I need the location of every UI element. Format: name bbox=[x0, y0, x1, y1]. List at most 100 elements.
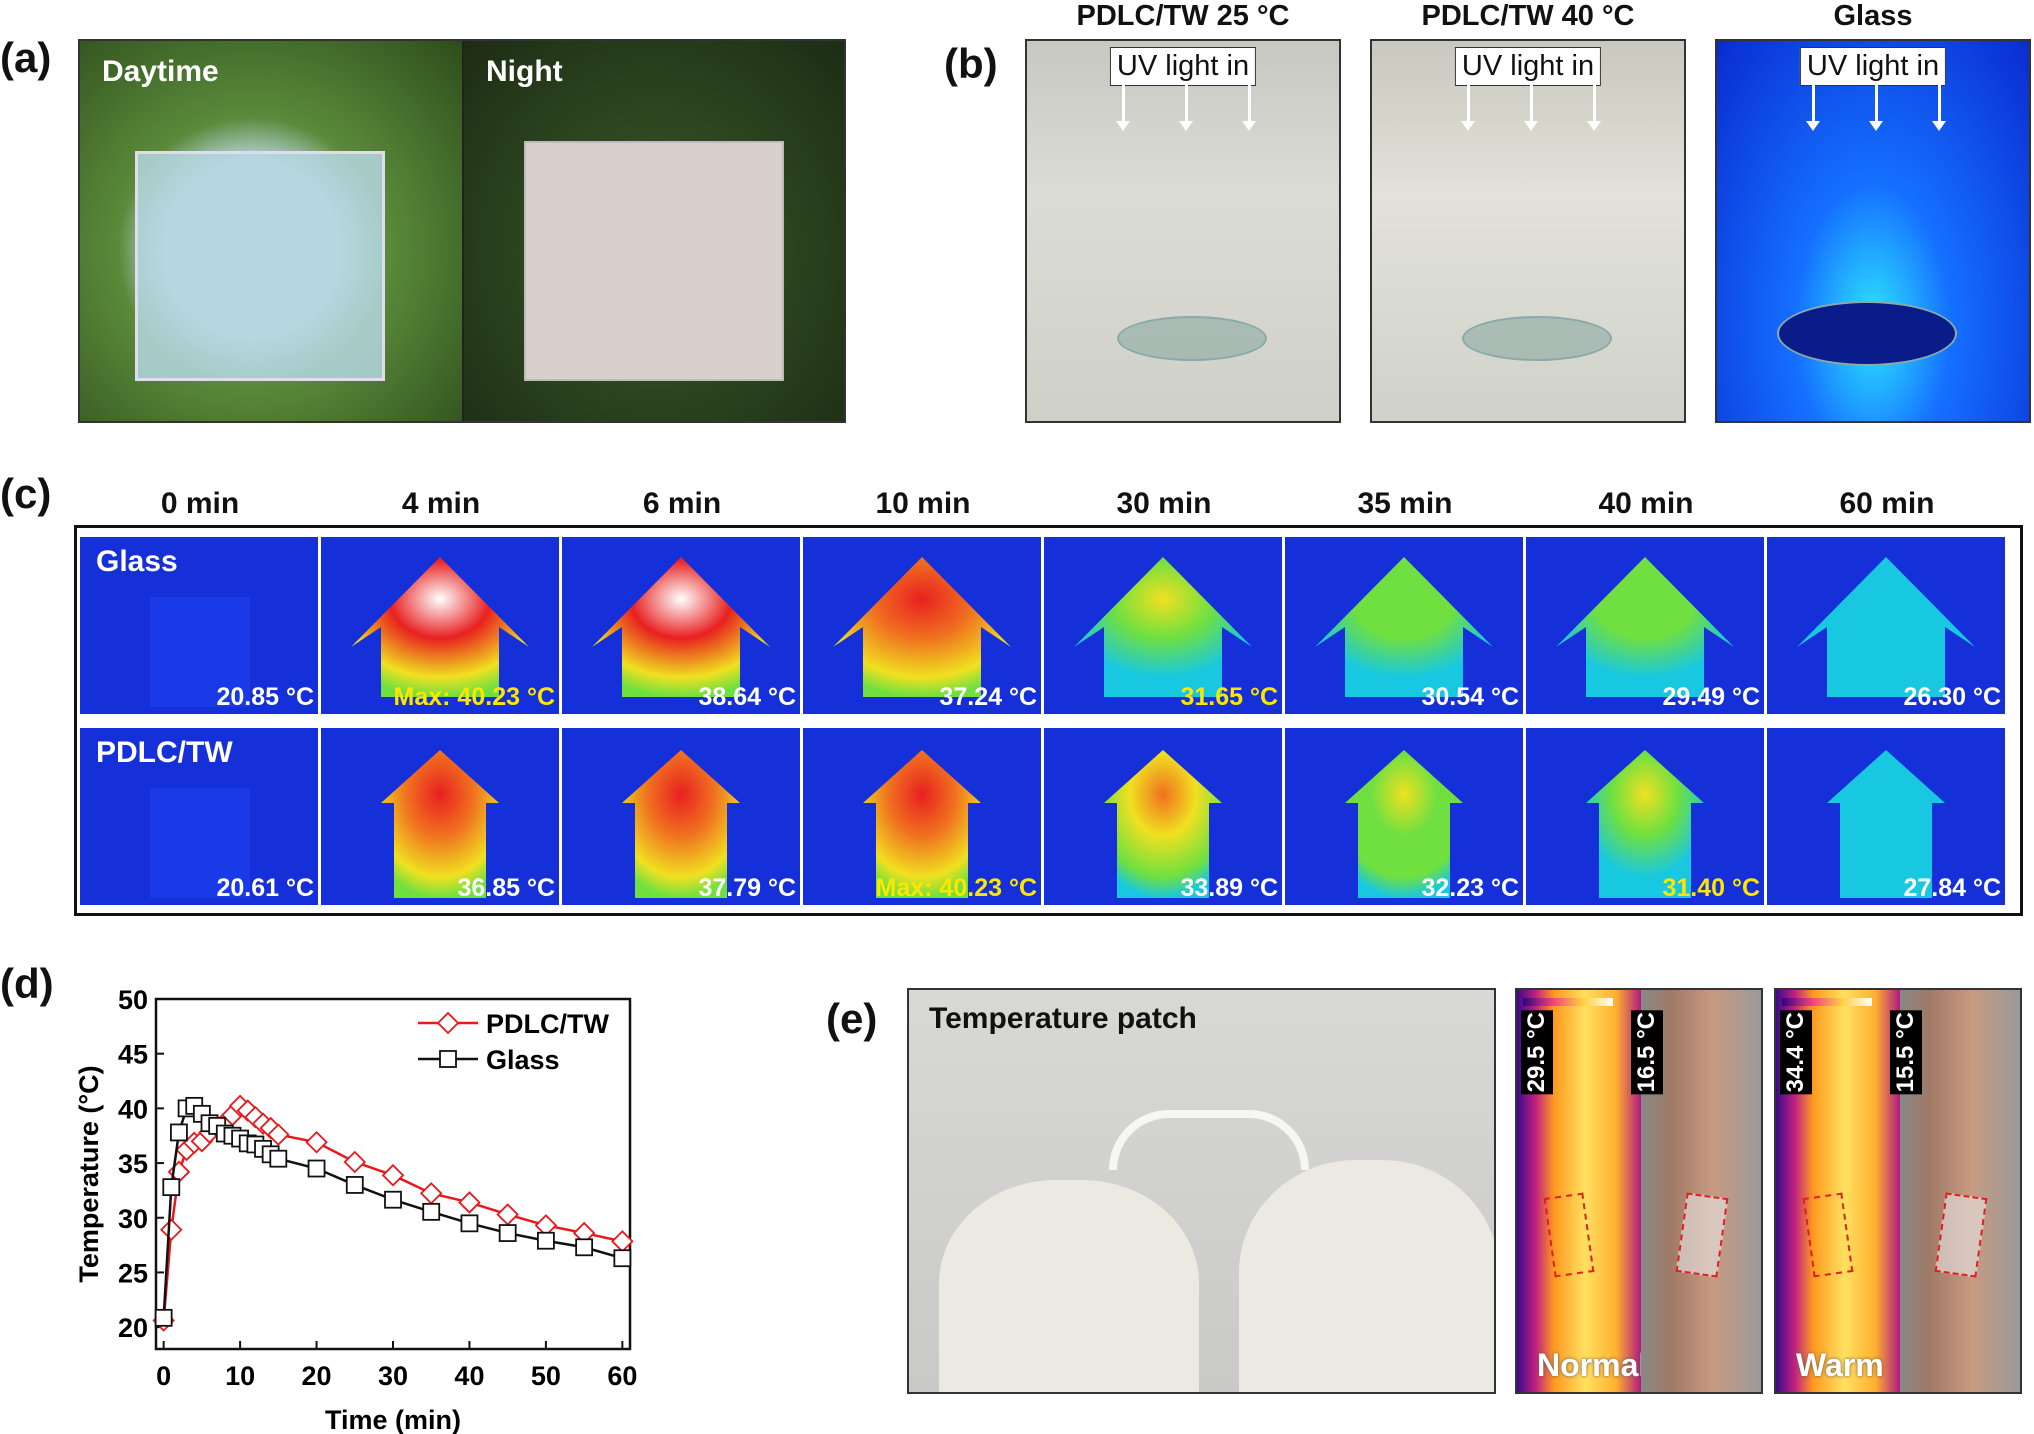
data-point bbox=[162, 1178, 181, 1197]
thermal-image: 31.65 °C bbox=[1044, 537, 1282, 714]
patch-caption: Temperature patch bbox=[929, 1002, 1197, 1035]
data-point bbox=[384, 1190, 402, 1209]
time-column-title: 0 min bbox=[160, 487, 240, 520]
house-model bbox=[150, 597, 250, 707]
heated-house-model bbox=[833, 557, 1011, 697]
panel-e-label: (e) bbox=[826, 995, 878, 1042]
thermal-image: 37.24 °C bbox=[803, 537, 1041, 714]
temperature-reading: Max: 40.23 °C bbox=[393, 683, 555, 711]
heated-house-model bbox=[1345, 750, 1463, 898]
thermal-image: 38.64 °C bbox=[562, 537, 800, 714]
arrow-down-icon bbox=[1524, 85, 1538, 131]
data-point bbox=[458, 1191, 481, 1214]
thermal-image: 33.89 °C bbox=[1044, 728, 1282, 905]
heated-house-model bbox=[1074, 557, 1252, 697]
x-tick-label: 10 bbox=[225, 1361, 255, 1391]
min-temp-label: 16.5 °C bbox=[1631, 1010, 1663, 1095]
x-tick-label: 50 bbox=[531, 1361, 561, 1391]
temperature-reading: Max: 40.23 °C bbox=[875, 874, 1037, 902]
patch-outline bbox=[1934, 1192, 1988, 1278]
y-tick-label: 50 bbox=[118, 985, 148, 1015]
thermal-image: PDLC/TW 20.61 °C bbox=[80, 728, 318, 905]
panel-a-photos: Daytime Night bbox=[78, 39, 846, 423]
petri-dish bbox=[1777, 301, 1957, 366]
panel-d-label: (d) bbox=[0, 960, 54, 1007]
panel-b-title: PDLC/TW 25 °C bbox=[1076, 0, 1290, 32]
data-point bbox=[345, 1176, 364, 1194]
row-label: PDLC/TW bbox=[96, 736, 233, 769]
right-glove bbox=[1239, 1160, 1494, 1392]
max-temp-label: 34.4 °C bbox=[1780, 1010, 1812, 1095]
thermal-image: 36.85 °C bbox=[321, 728, 559, 905]
panel-b-title: PDLC/TW 40 °C bbox=[1421, 0, 1635, 32]
uv-light-label: UV light in bbox=[1109, 47, 1257, 86]
row-label: Glass bbox=[96, 545, 178, 578]
data-point bbox=[422, 1202, 441, 1221]
x-tick-label: 20 bbox=[302, 1361, 332, 1391]
uv-test-photo: UV light in bbox=[1025, 39, 1341, 423]
petri-dish bbox=[1462, 316, 1612, 361]
y-tick-label: 30 bbox=[118, 1204, 148, 1234]
arrow-down-icon bbox=[1587, 85, 1601, 131]
min-temp-label: 15.5 °C bbox=[1890, 1010, 1922, 1095]
heated-house-model bbox=[1586, 750, 1704, 898]
temperature-reading: 37.79 °C bbox=[698, 874, 796, 902]
temperature-patch-photo: Temperature patch bbox=[907, 988, 1496, 1394]
panel-c-label: (c) bbox=[0, 470, 52, 517]
heated-house-model bbox=[863, 750, 981, 898]
condition-caption: Normal bbox=[1537, 1347, 1648, 1383]
y-tick-label: 25 bbox=[118, 1258, 148, 1288]
heated-house-model bbox=[1797, 557, 1975, 697]
max-temp-label: 29.5 °C bbox=[1521, 1010, 1553, 1095]
flexible-patch bbox=[1109, 1110, 1309, 1170]
data-point bbox=[170, 1123, 188, 1142]
patch-outline bbox=[1802, 1192, 1854, 1278]
time-column-title: 30 min bbox=[1116, 487, 1212, 520]
color-scale-bar bbox=[1523, 998, 1613, 1006]
data-point bbox=[269, 1149, 288, 1168]
legend-label: PDLC/TW bbox=[486, 1009, 609, 1039]
temperature-reading: 26.30 °C bbox=[1903, 683, 2001, 711]
data-point bbox=[537, 1231, 555, 1250]
data-point bbox=[160, 1218, 183, 1242]
heated-house-model bbox=[351, 557, 529, 697]
temperature-reading: 38.64 °C bbox=[698, 683, 796, 711]
thermal-image: 32.23 °C bbox=[1285, 728, 1523, 905]
temperature-reading: 32.23 °C bbox=[1421, 874, 1519, 902]
data-point bbox=[305, 1131, 328, 1154]
daytime-photo: Daytime bbox=[80, 41, 462, 421]
heated-house-model bbox=[381, 750, 499, 898]
time-column-title: 6 min bbox=[642, 487, 722, 520]
heated-house-model bbox=[1827, 750, 1945, 898]
temperature-reading: 29.49 °C bbox=[1662, 683, 1760, 711]
x-axis-label: Time (min) bbox=[325, 1405, 461, 1434]
y-tick-label: 35 bbox=[118, 1149, 148, 1179]
y-tick-label: 20 bbox=[118, 1313, 148, 1343]
uv-light-label: UV light in bbox=[1454, 47, 1602, 86]
legend-marker bbox=[436, 1011, 460, 1035]
time-column-title: 4 min bbox=[401, 487, 481, 520]
uv-test-photo: UV light in bbox=[1715, 39, 2031, 423]
x-tick-label: 0 bbox=[156, 1361, 171, 1391]
data-point bbox=[343, 1150, 367, 1174]
patch-outline bbox=[1675, 1192, 1729, 1278]
heated-house-model bbox=[592, 557, 770, 697]
heated-house-model bbox=[1556, 557, 1734, 697]
night-photo: Night bbox=[464, 41, 844, 421]
arrow-down-icon bbox=[1116, 85, 1130, 131]
x-tick-label: 40 bbox=[454, 1361, 484, 1391]
uv-light-label: UV light in bbox=[1799, 47, 1947, 86]
data-point bbox=[496, 1203, 519, 1226]
thermal-image: 37.79 °C bbox=[562, 728, 800, 905]
legend-label: Glass bbox=[486, 1045, 560, 1075]
patch-outline bbox=[1543, 1192, 1595, 1278]
arm-photo: 15.5 °C bbox=[1890, 990, 2020, 1392]
night-caption: Night bbox=[486, 55, 563, 88]
time-column-title: 10 min bbox=[875, 487, 971, 520]
temperature-reading: 37.24 °C bbox=[939, 683, 1037, 711]
data-point bbox=[460, 1214, 479, 1233]
color-scale-bar bbox=[1782, 998, 1872, 1006]
time-column-title: 35 min bbox=[1357, 487, 1453, 520]
thermal-image: 29.5 °C Normal bbox=[1517, 990, 1647, 1392]
petri-dish bbox=[1117, 316, 1267, 361]
